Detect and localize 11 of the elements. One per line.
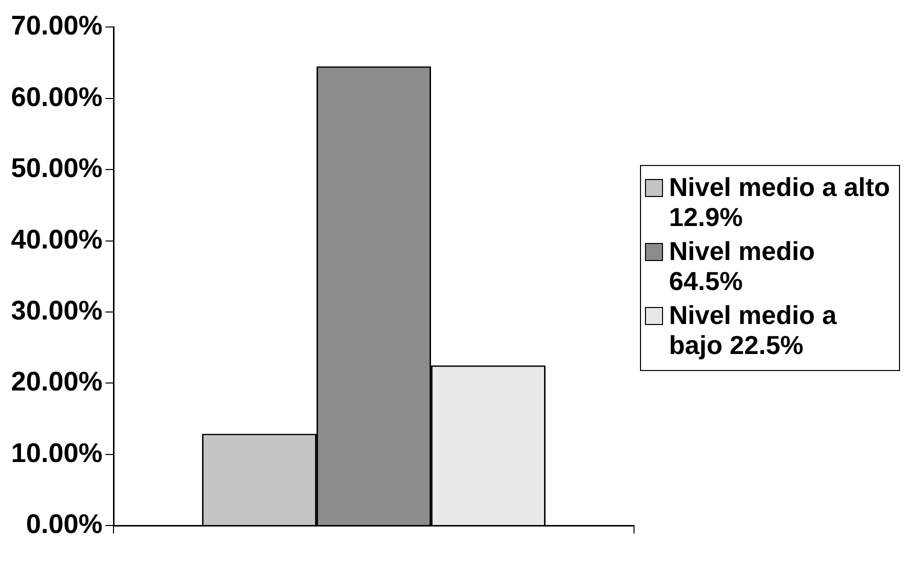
legend-label: Nivel medio a bajo 22.5% xyxy=(669,300,838,360)
y-tick-label: 60.00% xyxy=(10,82,103,112)
y-tick-label: 50.00% xyxy=(10,153,103,184)
legend-label: Nivel medio a alto 12.9% xyxy=(669,172,892,232)
y-tick-label: 0.00% xyxy=(26,509,103,540)
y-tick-label: 40.00% xyxy=(10,224,103,254)
y-tick-label: 10.00% xyxy=(10,438,103,468)
y-tick-label: 70.00% xyxy=(10,10,103,41)
legend-label: Nivel medio 64.5% xyxy=(669,236,816,296)
y-tick-label: 20.00% xyxy=(10,366,103,397)
y-tick-label: 30.00% xyxy=(10,295,103,326)
